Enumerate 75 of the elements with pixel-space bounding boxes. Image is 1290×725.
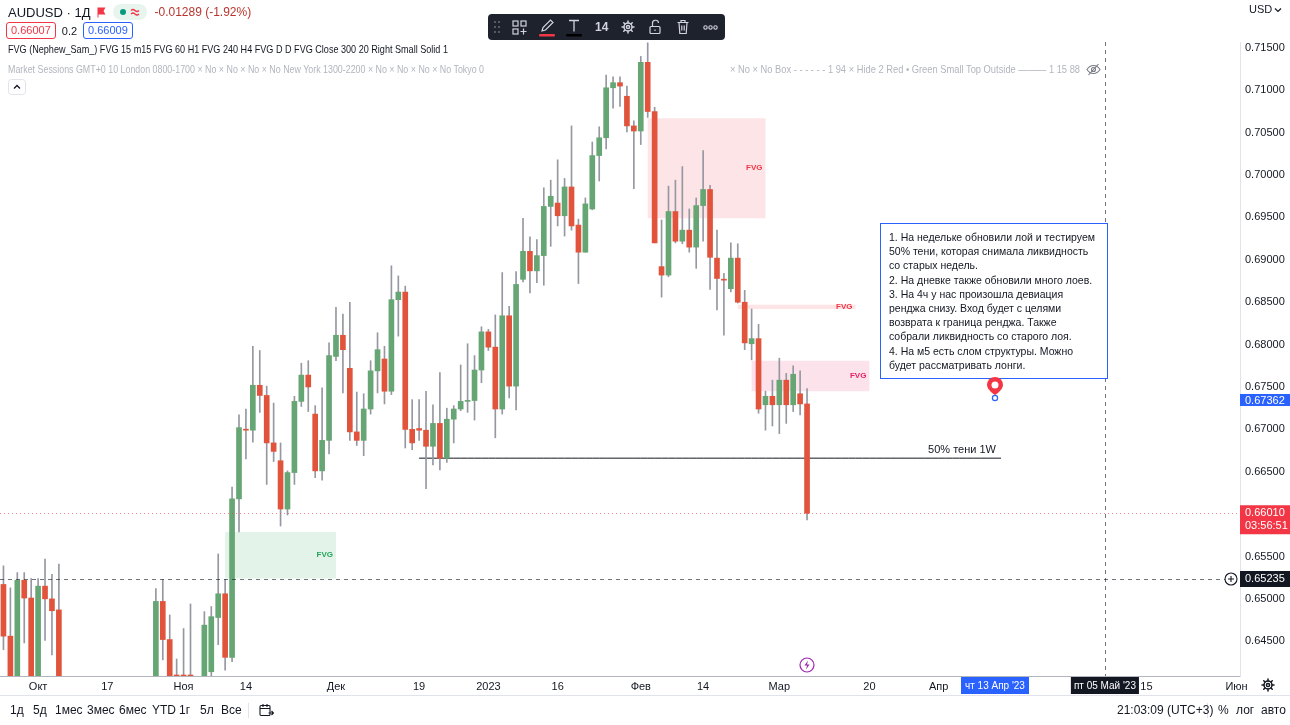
legend-label: FVG <box>746 163 763 173</box>
text: Все <box>221 703 242 717</box>
text: чт 13 Апр '23 <box>961 677 1029 694</box>
candlestick <box>617 76 623 107</box>
y-tick-label: 0.67500 <box>1245 380 1285 392</box>
y-tick-label: 0.65500 <box>1245 549 1285 562</box>
candlestick <box>721 273 727 336</box>
text: 3мес <box>87 703 115 717</box>
x-tick-label: 2023 <box>476 679 501 692</box>
x-tick-label: Фев <box>630 679 652 692</box>
text: 0.66007 <box>6 22 56 39</box>
y-tick-label: 0.70000 <box>1245 168 1285 181</box>
y-tick-label: 0.68500 <box>1245 295 1285 308</box>
x-tick-label: 20 <box>863 679 876 692</box>
text: 1мес <box>55 703 83 717</box>
x-tick-label: 17 <box>101 679 114 692</box>
candlestick <box>42 558 48 641</box>
y-tick-label: 0.65000 <box>1245 591 1285 604</box>
candlestick <box>631 120 637 189</box>
ref-line-label: 0.66010 03:56:51 <box>1245 506 1288 532</box>
annotation: 2. На дневке также обновили много лоев. <box>889 272 1094 287</box>
candlestick <box>243 408 249 460</box>
series-label: 50% тени 1W <box>928 442 997 455</box>
text: 1д <box>10 703 24 717</box>
x-tick-label: Дек <box>326 679 346 692</box>
annotation: FVG (Nephew_Sam_) FVG 15 m15 FVG 60 H1 FVG 240 H4 FVG D D FVG Close 300 20 Right Small Solid 1 <box>8 42 448 56</box>
y-tick-label: 0.71000 <box>1245 83 1285 96</box>
x-tick-label: 15 <box>1140 679 1153 692</box>
candlestick <box>353 391 360 446</box>
x-tick-label: 14 <box>239 679 253 692</box>
candlestick <box>340 313 346 394</box>
y-tick-label: 0.69500 <box>1245 210 1285 223</box>
x-tick-label: Окт <box>28 679 48 692</box>
legend-label: FVG <box>316 550 333 560</box>
text: YTD <box>152 703 176 717</box>
x-tick-label: 16 <box>551 679 564 692</box>
text: 0.67362 <box>1240 394 1290 406</box>
text: 0.66009 <box>83 22 133 39</box>
y-tick-label: 0.68000 <box>1245 337 1285 350</box>
text: 14 <box>595 20 609 34</box>
x-tick-label: 14 <box>697 679 710 692</box>
legend-label: FVG <box>836 302 853 312</box>
annotation: × No × No Box - - - - - - 1 94 × Hide 2 Red • Green Small Top Outside ——— 1 15 88 <box>730 62 1080 76</box>
text: -0.01289 (-1.92%) <box>154 5 252 19</box>
text: 1г <box>179 703 191 717</box>
annotation: Market Sessions GMT+0 10 London 0800-1700 × No × No × No × No New York 1300-2200 × No × No × No × No Tokyo 0 <box>8 62 484 76</box>
text: USD <box>1249 3 1273 15</box>
annotation: 4. На м5 есть слом структуры. Можно будет рассматривать лонги. <box>889 343 1075 373</box>
y-tick-label: 0.64500 <box>1245 634 1285 647</box>
x-tick-label: пт 05 Май '23 <box>1073 679 1137 691</box>
annotation: 1. На недельке обновили лой и тестируем 50% тени, которая снимала ликвидность со старых недель. <box>889 230 1096 273</box>
annotation: 3. На 4ч у нас произошла девиация ренджа снизу. Вход будет с целями возврата к граница ренджа. Также собрали ликвидность со старого лоя. <box>889 286 1073 344</box>
x-tick-label: 19 <box>412 679 426 692</box>
text: % <box>1218 703 1229 717</box>
text: 21:03:09 (UTC+3) <box>1117 703 1214 717</box>
text: лог <box>1236 703 1255 717</box>
y-tick-label: 0.66500 <box>1245 464 1285 477</box>
x-tick-label: Мар <box>768 679 791 692</box>
y-tick-label: 0.67000 <box>1245 422 1285 435</box>
y-tick-label: 0.71500 <box>1245 40 1285 53</box>
text: 5л <box>200 703 214 717</box>
text: 6мес <box>119 703 147 717</box>
ref-line-label: 0.65235 <box>1245 571 1285 584</box>
x-tick-label: Ноя <box>173 679 194 692</box>
text: 0.2 <box>61 24 78 37</box>
candlestick <box>21 572 28 644</box>
x-tick-label: Апр <box>928 679 949 692</box>
x-tick-label: Июн <box>1225 679 1248 692</box>
text: авто <box>1261 703 1286 717</box>
text: 5д <box>33 703 47 717</box>
chart-title: AUDUSD · 1Д <box>8 4 91 20</box>
candlestick <box>305 360 312 412</box>
legend-label: FVG <box>849 371 867 381</box>
y-tick-label: 0.70500 <box>1245 125 1285 138</box>
y-tick-label: 0.69000 <box>1245 252 1285 265</box>
